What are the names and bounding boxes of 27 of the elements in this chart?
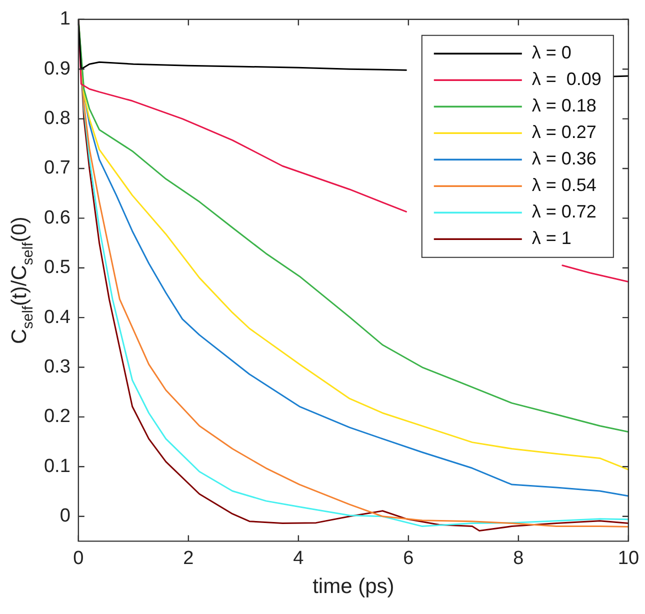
y-axis-title: Cself(t)/Cself(0) xyxy=(8,216,36,344)
y-tick-label: 0.1 xyxy=(44,456,70,477)
legend-label: λ = 0.27 xyxy=(532,122,596,142)
y-tick-label: 0.6 xyxy=(44,207,70,228)
legend-label: λ = 0.54 xyxy=(532,175,596,196)
y-tick-label: 0.8 xyxy=(44,108,70,130)
x-tick-label: 8 xyxy=(513,548,524,569)
x-tick-label: 0 xyxy=(73,548,84,569)
x-tick-label: 6 xyxy=(403,548,414,569)
x-tick-label: 10 xyxy=(618,548,640,569)
y-tick-label: 0.9 xyxy=(44,58,70,80)
y-tick-label: 1 xyxy=(60,8,70,30)
y-tick-label: 0.5 xyxy=(44,257,70,278)
legend-label: λ = 0.18 xyxy=(532,96,596,116)
legend-label: λ = 0.36 xyxy=(532,148,596,169)
x-tick-label: 4 xyxy=(293,548,304,569)
x-tick-label: 2 xyxy=(183,548,194,569)
y-tick-label: 0.4 xyxy=(44,306,71,328)
legend-label: λ = 0 xyxy=(532,42,572,63)
y-tick-label: 0.3 xyxy=(44,356,70,378)
y-tick-label: 0 xyxy=(60,506,70,527)
legend-label: λ = 1 xyxy=(532,228,572,248)
x-axis-title: time (ps) xyxy=(312,575,394,598)
legend-label: λ = 0.72 xyxy=(532,202,596,222)
y-tick-label: 0.2 xyxy=(44,406,70,428)
y-tick-label: 0.7 xyxy=(44,158,70,179)
legend-label: λ = 0.09 xyxy=(532,69,602,90)
